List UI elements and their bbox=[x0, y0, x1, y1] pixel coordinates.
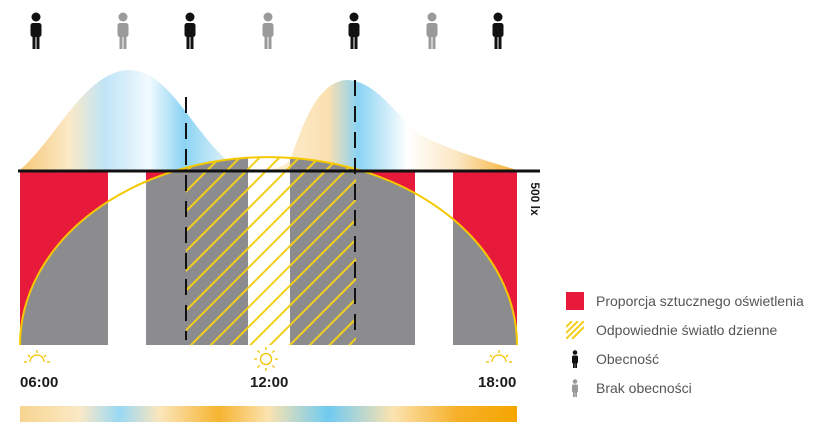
legend-item-artificial-light: Proporcja sztucznego oświetlenia bbox=[566, 286, 804, 315]
legend: Proporcja sztucznego oświetlenia Odpowie… bbox=[565, 286, 804, 402]
person-present-icon bbox=[492, 12, 504, 49]
person-absent-icon bbox=[117, 12, 129, 49]
person-absent-icon bbox=[426, 12, 438, 49]
person-gray-icon bbox=[566, 378, 584, 397]
time-label-12: 12:00 bbox=[250, 374, 289, 391]
person-absent-icon bbox=[262, 12, 274, 49]
sufficient-daylight-hatch bbox=[186, 157, 356, 345]
legend-item-absence: Brak obecności bbox=[566, 373, 804, 402]
red-square-icon bbox=[566, 291, 584, 310]
presence-row bbox=[30, 12, 504, 49]
sunrise-icon bbox=[24, 350, 50, 363]
person-present-icon bbox=[348, 12, 360, 49]
time-label-06: 06:00 bbox=[20, 374, 59, 391]
daylight-area bbox=[20, 157, 517, 345]
daylight-semicircle bbox=[19, 156, 518, 346]
sun-icon bbox=[254, 347, 278, 371]
person-present-icon bbox=[184, 12, 196, 49]
person-present-icon bbox=[30, 12, 42, 49]
lux-level-label: 500 lx bbox=[528, 182, 542, 216]
yellow-hatch-icon bbox=[565, 319, 585, 340]
person-dark-icon bbox=[566, 349, 584, 368]
sunset-icon bbox=[486, 350, 512, 363]
time-label-18: 18:00 bbox=[478, 374, 517, 391]
absence-segment bbox=[415, 172, 453, 345]
color-temperature-bar bbox=[20, 406, 517, 422]
absence-segment bbox=[108, 172, 146, 345]
legend-item-daylight: Odpowiednie światło dzienne bbox=[565, 315, 804, 344]
legend-item-presence: Obecność bbox=[566, 344, 804, 373]
light-demand-curve bbox=[20, 70, 517, 170]
